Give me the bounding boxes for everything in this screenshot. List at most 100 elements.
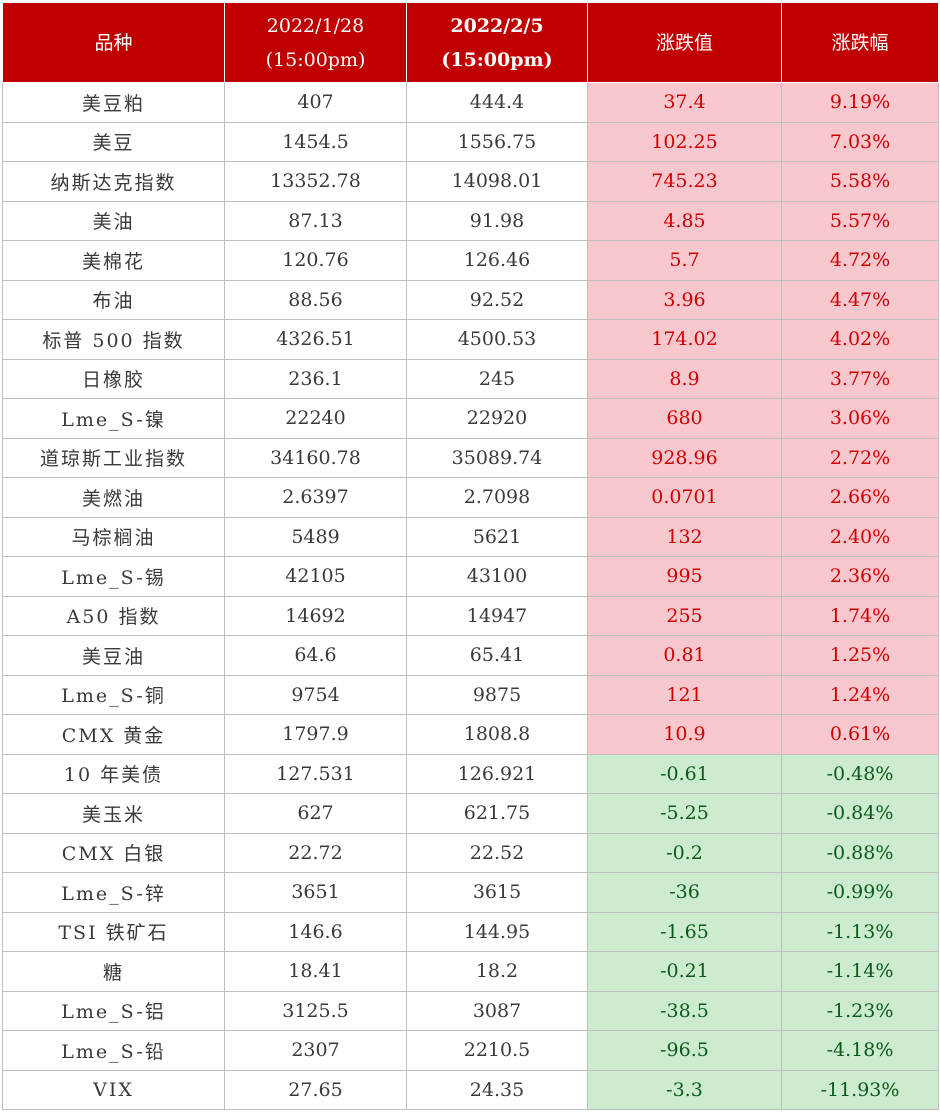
table-row: A50 指数 14692 14947 255 1.74%	[2, 595, 939, 636]
price-jan28-cell: 27.65	[224, 1069, 407, 1110]
variety-cell: 美豆	[2, 121, 225, 162]
variety-cell: Lme_S-锌	[2, 872, 225, 913]
table-row: TSI 铁矿石 146.6 144.95 -1.65 -1.13%	[2, 911, 939, 952]
change-pct-cell: -0.99%	[781, 872, 939, 913]
change-value-cell: 132	[587, 516, 782, 557]
table-row: 马棕榈油 5489 5621 132 2.40%	[2, 516, 939, 557]
change-pct-cell: 7.03%	[781, 121, 939, 162]
table-row: 糖 18.41 18.2 -0.21 -1.14%	[2, 951, 939, 992]
change-value-cell: -5.25	[587, 793, 782, 834]
header-date1: 2022/1/28 (15:00pm)	[224, 2, 407, 83]
price-feb5-cell: 444.4	[406, 82, 588, 123]
table-row: 布油 88.56 92.52 3.96 4.47%	[2, 279, 939, 320]
header-date2-time: (15:00pm)	[441, 48, 553, 71]
price-feb5-cell: 1808.8	[406, 714, 588, 755]
price-feb5-cell: 1556.75	[406, 121, 588, 162]
change-value-cell: -0.2	[587, 832, 782, 873]
price-jan28-cell: 146.6	[224, 911, 407, 952]
table-row: Lme_S-铅 2307 2210.5 -96.5 -4.18%	[2, 1030, 939, 1071]
price-jan28-cell: 64.6	[224, 635, 407, 676]
change-value-cell: -0.61	[587, 753, 782, 794]
change-value-cell: 745.23	[587, 161, 782, 202]
price-jan28-cell: 120.76	[224, 240, 407, 281]
change-value-cell: 4.85	[587, 200, 782, 241]
price-feb5-cell: 3087	[406, 990, 588, 1031]
price-feb5-cell: 4500.53	[406, 319, 588, 360]
price-feb5-cell: 22.52	[406, 832, 588, 873]
price-jan28-cell: 34160.78	[224, 437, 407, 478]
table-row: 美燃油 2.6397 2.7098 0.0701 2.66%	[2, 477, 939, 518]
price-feb5-cell: 14947	[406, 595, 588, 636]
variety-cell: 美燃油	[2, 477, 225, 518]
change-value-cell: 121	[587, 674, 782, 715]
change-value-cell: -38.5	[587, 990, 782, 1031]
price-feb5-cell: 91.98	[406, 200, 588, 241]
variety-cell: 美玉米	[2, 793, 225, 834]
price-jan28-cell: 22240	[224, 398, 407, 439]
variety-cell: 美豆粕	[2, 82, 225, 123]
change-pct-cell: 4.02%	[781, 319, 939, 360]
table-row: 美玉米 627 621.75 -5.25 -0.84%	[2, 793, 939, 834]
table-row: VIX 27.65 24.35 -3.3 -11.93%	[2, 1069, 939, 1110]
change-pct-cell: 9.19%	[781, 82, 939, 123]
price-jan28-cell: 87.13	[224, 200, 407, 241]
price-jan28-cell: 22.72	[224, 832, 407, 873]
change-value-cell: 680	[587, 398, 782, 439]
variety-cell: Lme_S-铅	[2, 1030, 225, 1071]
variety-cell: 标普 500 指数	[2, 319, 225, 360]
price-jan28-cell: 5489	[224, 516, 407, 557]
price-feb5-cell: 24.35	[406, 1069, 588, 1110]
header-row: 品种 2022/1/28 (15:00pm) 2022/2/5 (15:00pm…	[2, 2, 939, 83]
change-pct-cell: 2.72%	[781, 437, 939, 478]
change-pct-cell: -4.18%	[781, 1030, 939, 1071]
variety-cell: Lme_S-锡	[2, 556, 225, 597]
table-body: 美豆粕 407 444.4 37.4 9.19% 美豆 1454.5 1556.75 102.2…	[2, 82, 939, 1110]
change-pct-cell: 1.24%	[781, 674, 939, 715]
change-pct-cell: 2.36%	[781, 556, 939, 597]
header-change-pct: 涨跌幅	[781, 2, 939, 83]
table-row: 标普 500 指数 4326.51 4500.53 174.02 4.02%	[2, 319, 939, 360]
price-jan28-cell: 2307	[224, 1030, 407, 1071]
change-value-cell: 5.7	[587, 240, 782, 281]
variety-cell: 糖	[2, 951, 225, 992]
table-row: 美豆粕 407 444.4 37.4 9.19%	[2, 82, 939, 123]
change-value-cell: 0.81	[587, 635, 782, 676]
change-pct-cell: -0.88%	[781, 832, 939, 873]
change-pct-cell: 2.40%	[781, 516, 939, 557]
change-value-cell: -0.21	[587, 951, 782, 992]
variety-cell: 纳斯达克指数	[2, 161, 225, 202]
change-value-cell: 0.0701	[587, 477, 782, 518]
price-jan28-cell: 3651	[224, 872, 407, 913]
variety-cell: 布油	[2, 279, 225, 320]
price-feb5-cell: 126.921	[406, 753, 588, 794]
price-jan28-cell: 1797.9	[224, 714, 407, 755]
variety-cell: TSI 铁矿石	[2, 911, 225, 952]
change-value-cell: 8.9	[587, 358, 782, 399]
change-value-cell: -1.65	[587, 911, 782, 952]
change-pct-cell: -1.14%	[781, 951, 939, 992]
price-feb5-cell: 35089.74	[406, 437, 588, 478]
change-value-cell: 37.4	[587, 82, 782, 123]
change-pct-cell: 4.47%	[781, 279, 939, 320]
change-value-cell: -36	[587, 872, 782, 913]
change-pct-cell: -11.93%	[781, 1069, 939, 1110]
table-row: 10 年美债 127.531 126.921 -0.61 -0.48%	[2, 753, 939, 794]
price-jan28-cell: 2.6397	[224, 477, 407, 518]
change-pct-cell: 2.66%	[781, 477, 939, 518]
price-feb5-cell: 2.7098	[406, 477, 588, 518]
price-feb5-cell: 22920	[406, 398, 588, 439]
table-row: 美豆油 64.6 65.41 0.81 1.25%	[2, 635, 939, 676]
table-header: 品种 2022/1/28 (15:00pm) 2022/2/5 (15:00pm…	[2, 2, 939, 83]
price-feb5-cell: 2210.5	[406, 1030, 588, 1071]
header-date2: 2022/2/5 (15:00pm)	[406, 2, 588, 83]
variety-cell: CMX 黄金	[2, 714, 225, 755]
change-pct-cell: 1.74%	[781, 595, 939, 636]
change-pct-cell: 5.58%	[781, 161, 939, 202]
table-row: 美棉花 120.76 126.46 5.7 4.72%	[2, 240, 939, 281]
variety-cell: 马棕榈油	[2, 516, 225, 557]
change-value-cell: 174.02	[587, 319, 782, 360]
price-feb5-cell: 18.2	[406, 951, 588, 992]
header-date2-date: 2022/2/5	[450, 14, 544, 37]
change-value-cell: 102.25	[587, 121, 782, 162]
price-jan28-cell: 42105	[224, 556, 407, 597]
